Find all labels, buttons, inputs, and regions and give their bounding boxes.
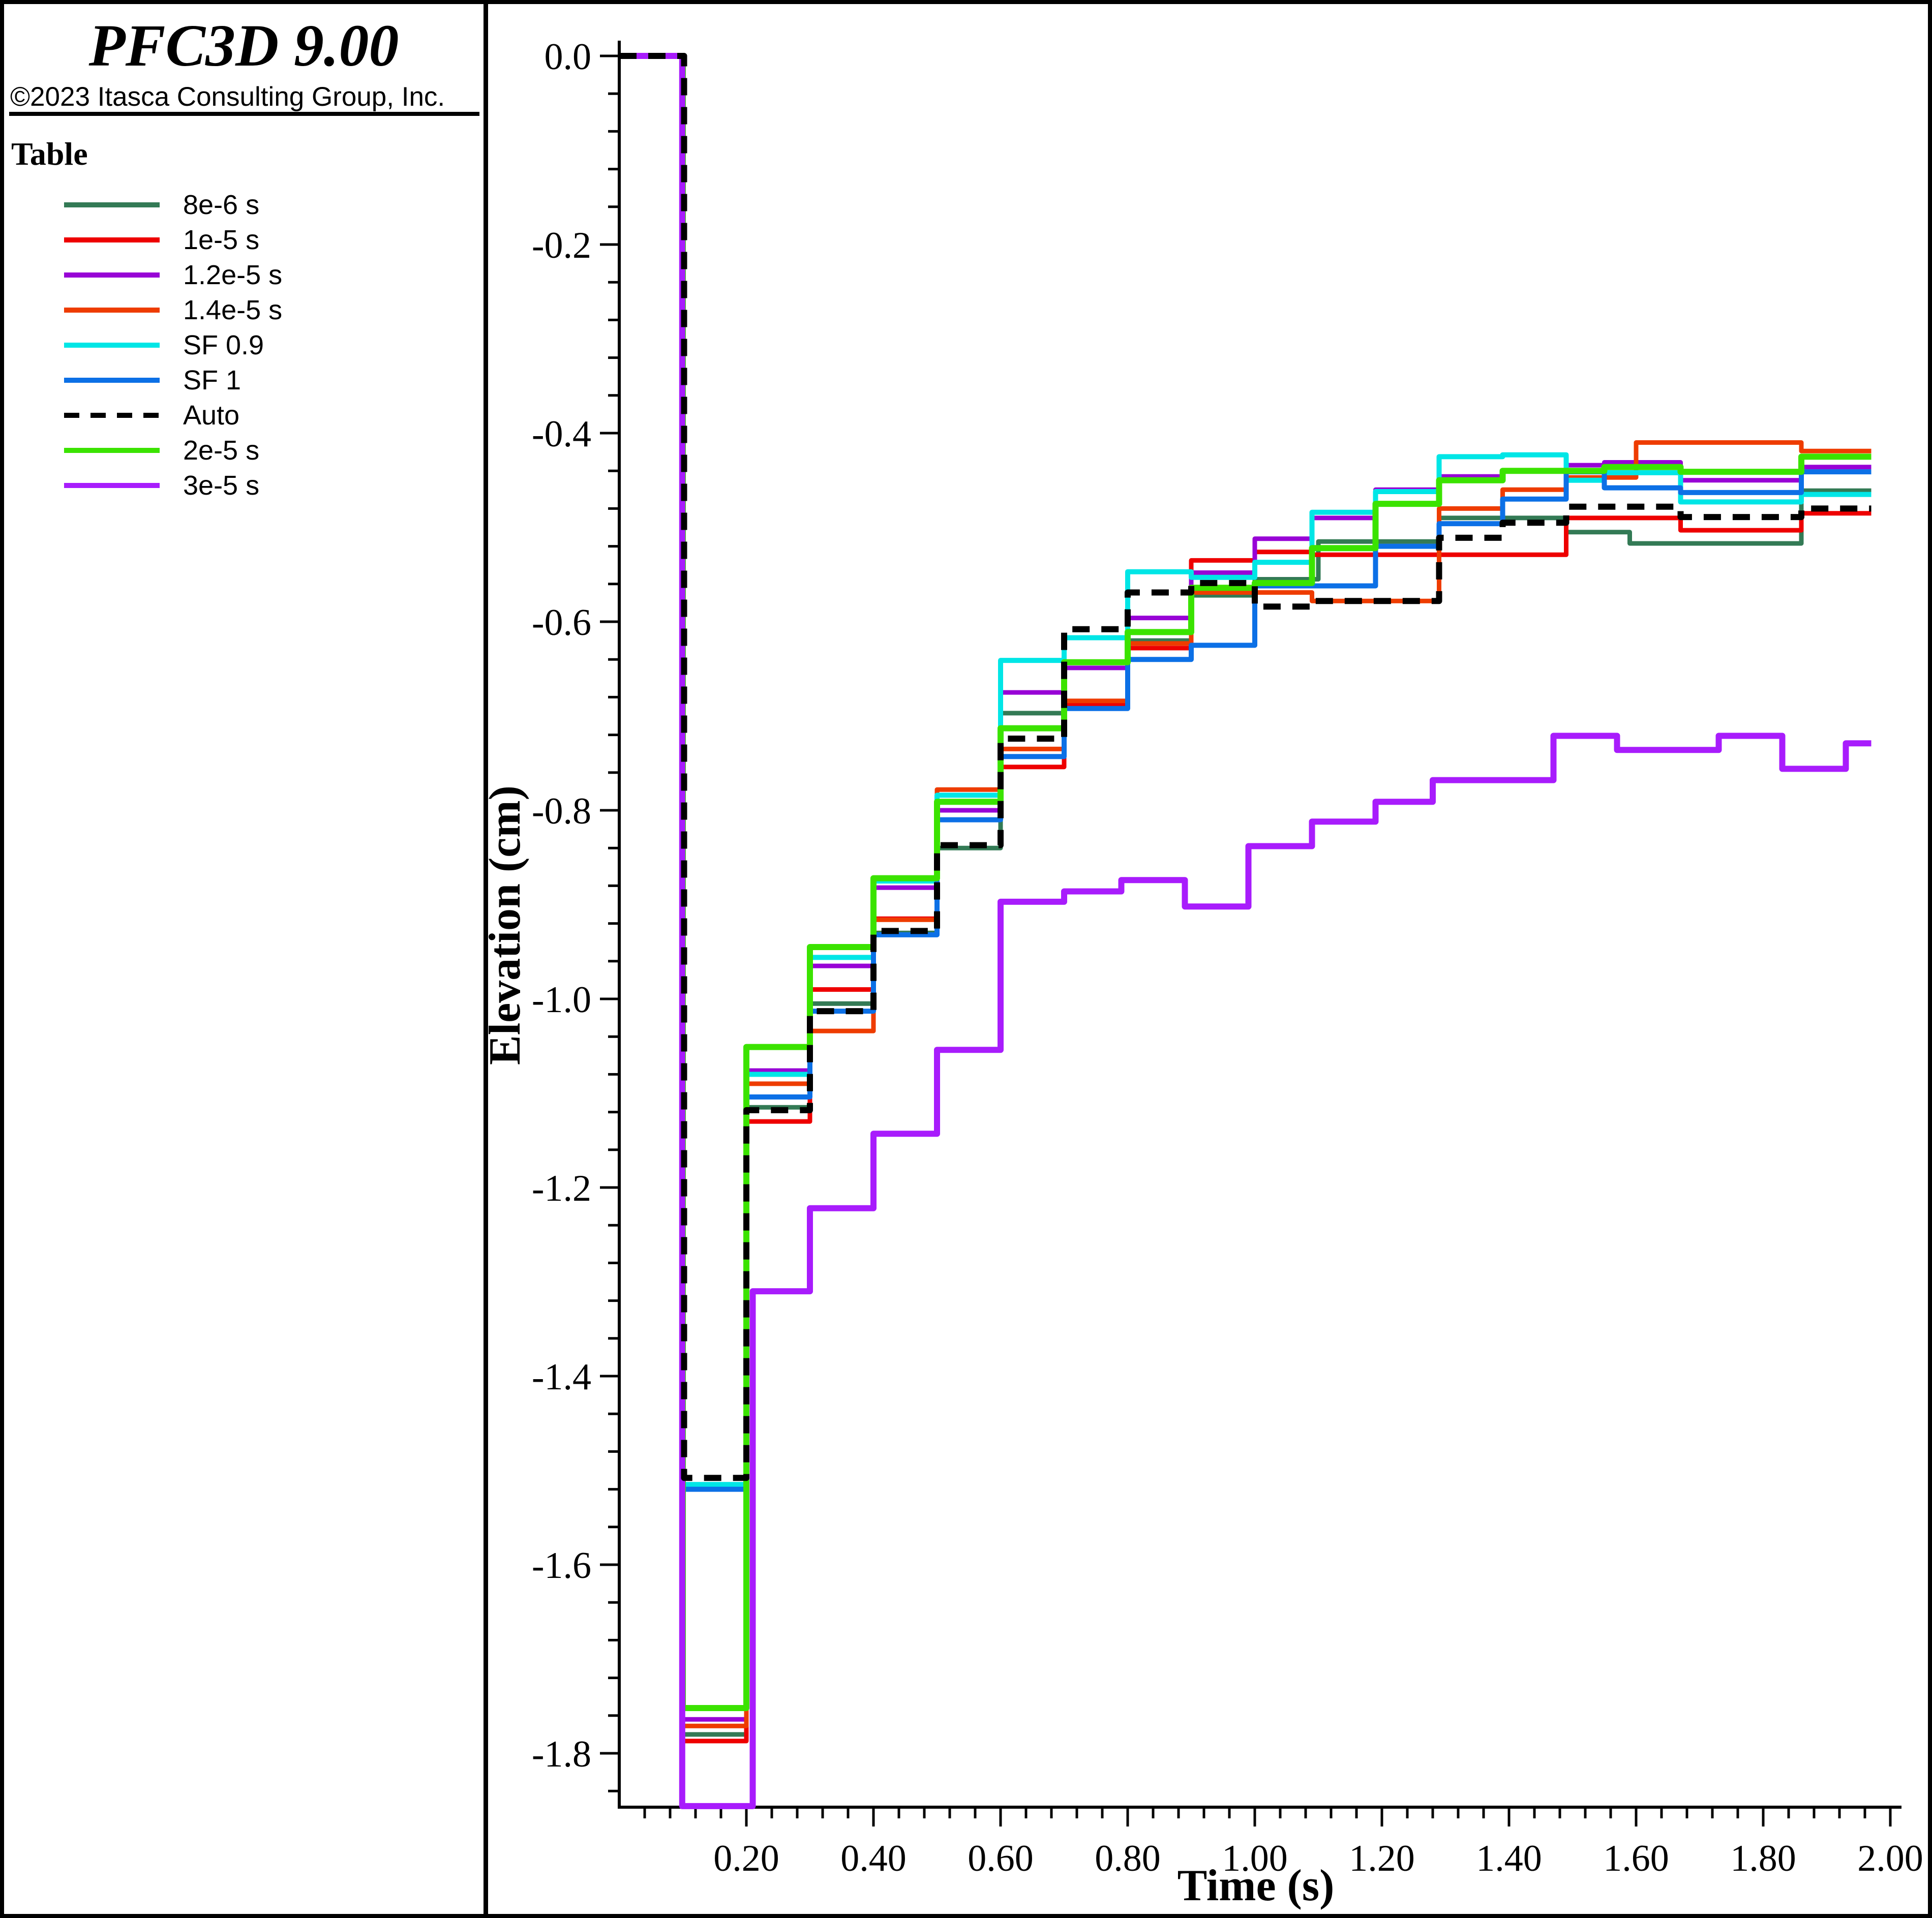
legend-swatch (64, 272, 160, 278)
legend-item: 1.2e-5 s (4, 257, 484, 292)
y-tick-label: -1.0 (532, 979, 591, 1021)
y-tick-label: -1.2 (532, 1168, 591, 1209)
legend-item-label: 1.4e-5 s (183, 294, 283, 325)
axes-layer (600, 41, 1901, 1826)
x-axis-title: Time (s) (1178, 1861, 1335, 1910)
x-tick-label: 1.20 (1349, 1838, 1415, 1879)
legend-swatch (64, 342, 160, 348)
x-tick-label: 1.40 (1476, 1838, 1542, 1879)
y-tick-label: -1.4 (532, 1356, 591, 1398)
y-tick-label: -0.2 (532, 225, 591, 266)
legend-item-label: 1.2e-5 s (183, 259, 283, 290)
y-tick-label: -0.4 (532, 413, 591, 455)
legend-item-label: SF 1 (183, 364, 242, 395)
legend-swatch (64, 447, 160, 453)
x-tick-label: 0.40 (840, 1838, 907, 1879)
legend-item: Auto (4, 398, 484, 433)
panel-divider (484, 0, 488, 1918)
y-tick-label: -1.8 (532, 1733, 591, 1775)
series-line-1.2e-5-s (619, 53, 1871, 1722)
x-tick-label: 0.80 (1095, 1838, 1161, 1879)
legend-item: 1.4e-5 s (4, 292, 484, 327)
x-tick-label: 1.00 (1222, 1838, 1288, 1879)
legend-swatch (64, 412, 160, 418)
x-tick-label: 1.60 (1603, 1838, 1669, 1879)
panel-rule (9, 112, 479, 116)
legend-swatch (64, 377, 160, 383)
y-axis-title: Elevation (cm) (480, 785, 530, 1065)
legend-item: 3e-5 s (4, 468, 484, 503)
series-layer (619, 53, 1871, 1809)
legend-item: 8e-6 s (4, 187, 484, 222)
legend-swatch (64, 202, 160, 207)
axis-spine (618, 41, 1901, 1809)
legend-list: 8e-6 s 1e-5 s 1.2e-5 s 1.4e-5 s SF 0.9 SF 1 Au… (4, 187, 484, 503)
legend-item: SF 0.9 (4, 327, 484, 362)
y-tick-label: -1.6 (532, 1545, 591, 1587)
legend-swatch (64, 482, 160, 488)
legend-item-label: Auto (183, 400, 240, 431)
legend-item: 2e-5 s (4, 433, 484, 468)
legend-swatch (64, 307, 160, 313)
series-line-3e-5-s (619, 53, 1871, 1809)
legend-item-label: 3e-5 s (183, 470, 260, 501)
y-tick-label: -0.6 (532, 602, 591, 644)
series-line-2e-5-s (619, 53, 1871, 1711)
tick-labels-layer: 0.0 -0.2 -0.4 -0.6 -0.8 -1.0 -1.2 -1.4 -1.6 -1.8 0… (532, 36, 1923, 1879)
series-line-1e-5-s (619, 53, 1871, 1744)
legend-item-label: 2e-5 s (183, 435, 260, 466)
series-line-1.4e-5-s (619, 53, 1871, 1728)
x-tick-label: 2.00 (1857, 1838, 1923, 1879)
legend-title: Table (11, 136, 88, 172)
series-line-8e-6-s (619, 53, 1871, 1737)
legend-item: 1e-5 s (4, 222, 484, 257)
legend-item-label: 1e-5 s (183, 224, 260, 255)
legend-item-label: 8e-6 s (183, 189, 260, 220)
x-tick-label: 1.80 (1730, 1838, 1796, 1879)
app-title: PFC3D 9.00 (88, 12, 399, 79)
legend-item: SF 1 (4, 362, 484, 398)
copyright-text: ©2023 Itasca Consulting Group, Inc. (10, 82, 445, 112)
legend-item-label: SF 0.9 (183, 329, 264, 360)
series-line-SF-0.9 (619, 53, 1871, 1487)
series-line-Auto (619, 53, 1871, 1481)
y-tick-label: 0.0 (545, 36, 592, 78)
x-tick-label: 0.60 (968, 1838, 1034, 1879)
legend-panel: PFC3D 9.00 ©2023 Itasca Consulting Group… (4, 4, 484, 1914)
legend-swatch (64, 237, 160, 242)
x-tick-label: 0.20 (713, 1838, 779, 1879)
y-tick-label: -0.8 (532, 790, 591, 832)
